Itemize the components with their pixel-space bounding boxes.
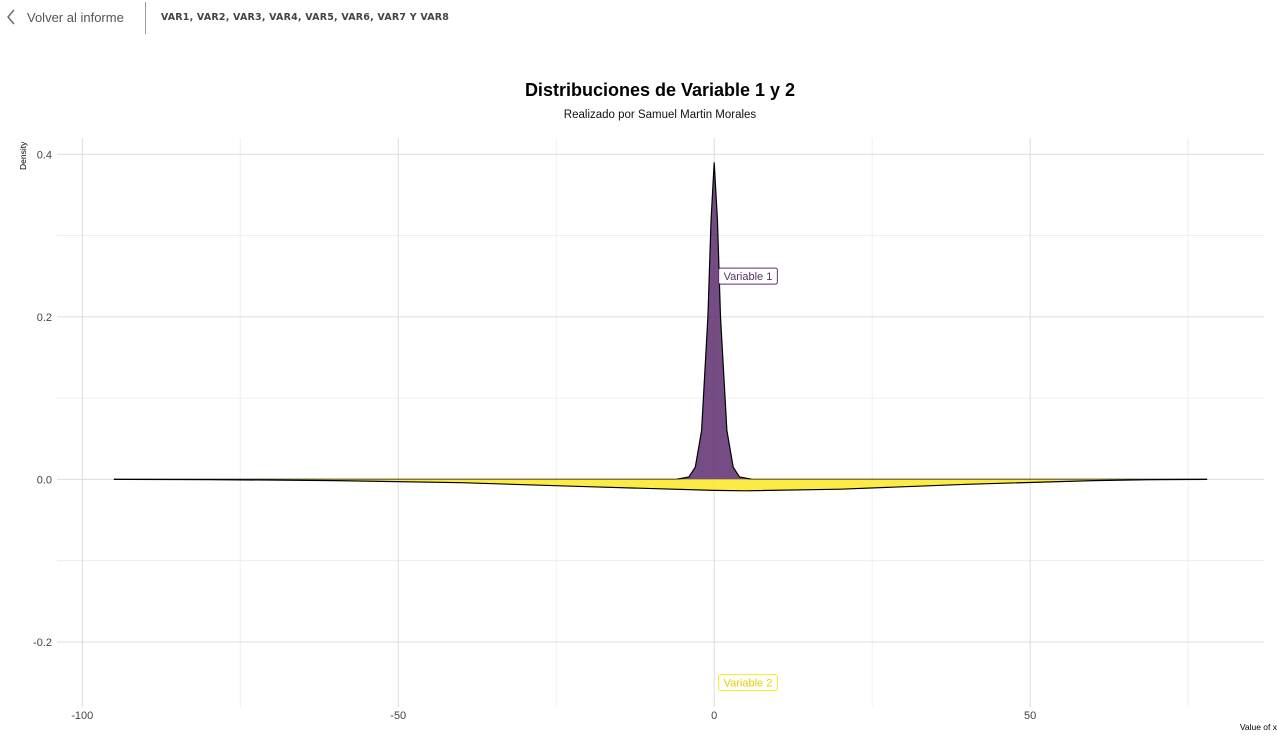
back-label: Volver al informe [27,9,124,25]
series-line-variable-2 [113,478,1208,492]
x-tick-label: -100 [71,710,93,722]
x-tick-label: -50 [390,710,406,722]
y-tick-label: -0.2 [33,637,52,649]
x-axis-label: Value of x [1239,722,1277,732]
series-line-variable-1 [113,162,1208,480]
top-bar: Volver al informe VAR1, VAR2, VAR3, VAR4… [0,0,1277,34]
chevron-left-icon [2,8,20,26]
chart-title: Distribuciones de Variable 1 y 2 [524,80,796,100]
page-tab-title: VAR1, VAR2, VAR3, VAR4, VAR5, VAR6, VAR7… [160,11,450,23]
annotation-box [718,267,778,285]
annotation-box [718,674,778,692]
header-divider [144,2,146,34]
y-tick-label: 0.0 [37,474,52,486]
x-tick-label: 0 [711,710,717,722]
y-tick-label: 0.4 [37,149,52,161]
annotation-label: Variable 2 [724,678,773,690]
y-tick-label: 0.2 [37,312,52,324]
series-area-variable-1 [113,162,1208,480]
back-to-report-button[interactable]: Volver al informe [0,0,124,34]
annotation-label: Variable 1 [724,271,773,283]
series-area-variable-2 [113,479,1208,491]
chart-subtitle: Realizado por Samuel Martin Morales [563,109,757,121]
x-tick-label: 50 [1024,710,1036,722]
